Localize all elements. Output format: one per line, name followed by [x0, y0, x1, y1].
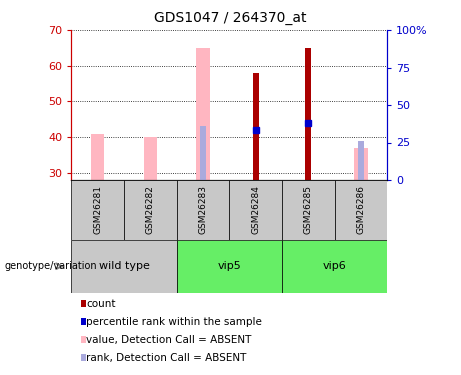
Bar — [355, 148, 367, 180]
Text: GSM26281: GSM26281 — [93, 186, 102, 234]
Bar — [253, 126, 259, 180]
Bar — [200, 126, 206, 180]
Text: count: count — [87, 299, 116, 309]
Bar — [144, 137, 157, 180]
Text: rank, Detection Call = ABSENT: rank, Detection Call = ABSENT — [87, 353, 247, 363]
Bar — [282, 180, 335, 240]
Text: GSM26284: GSM26284 — [251, 186, 260, 234]
Bar — [71, 240, 177, 292]
Text: percentile rank within the sample: percentile rank within the sample — [87, 317, 262, 327]
Bar — [305, 48, 312, 180]
Text: GSM26283: GSM26283 — [199, 186, 207, 234]
Bar — [91, 134, 104, 180]
Bar — [71, 180, 124, 240]
Bar — [282, 240, 387, 292]
Text: GSM26285: GSM26285 — [304, 186, 313, 234]
Text: wild type: wild type — [99, 261, 149, 271]
Text: GSM26282: GSM26282 — [146, 186, 155, 234]
Bar — [358, 141, 364, 180]
Text: GDS1047 / 264370_at: GDS1047 / 264370_at — [154, 11, 307, 25]
Text: vip5: vip5 — [218, 261, 241, 271]
Bar — [177, 180, 229, 240]
Bar — [196, 48, 210, 180]
Bar — [305, 126, 312, 180]
Bar — [335, 180, 387, 240]
Bar — [124, 180, 177, 240]
Text: value, Detection Call = ABSENT: value, Detection Call = ABSENT — [87, 335, 252, 345]
Text: genotype/variation: genotype/variation — [5, 261, 97, 271]
Bar — [177, 240, 282, 292]
Bar — [229, 180, 282, 240]
Bar — [253, 73, 259, 180]
Text: vip6: vip6 — [323, 261, 347, 271]
Text: GSM26286: GSM26286 — [356, 186, 366, 234]
